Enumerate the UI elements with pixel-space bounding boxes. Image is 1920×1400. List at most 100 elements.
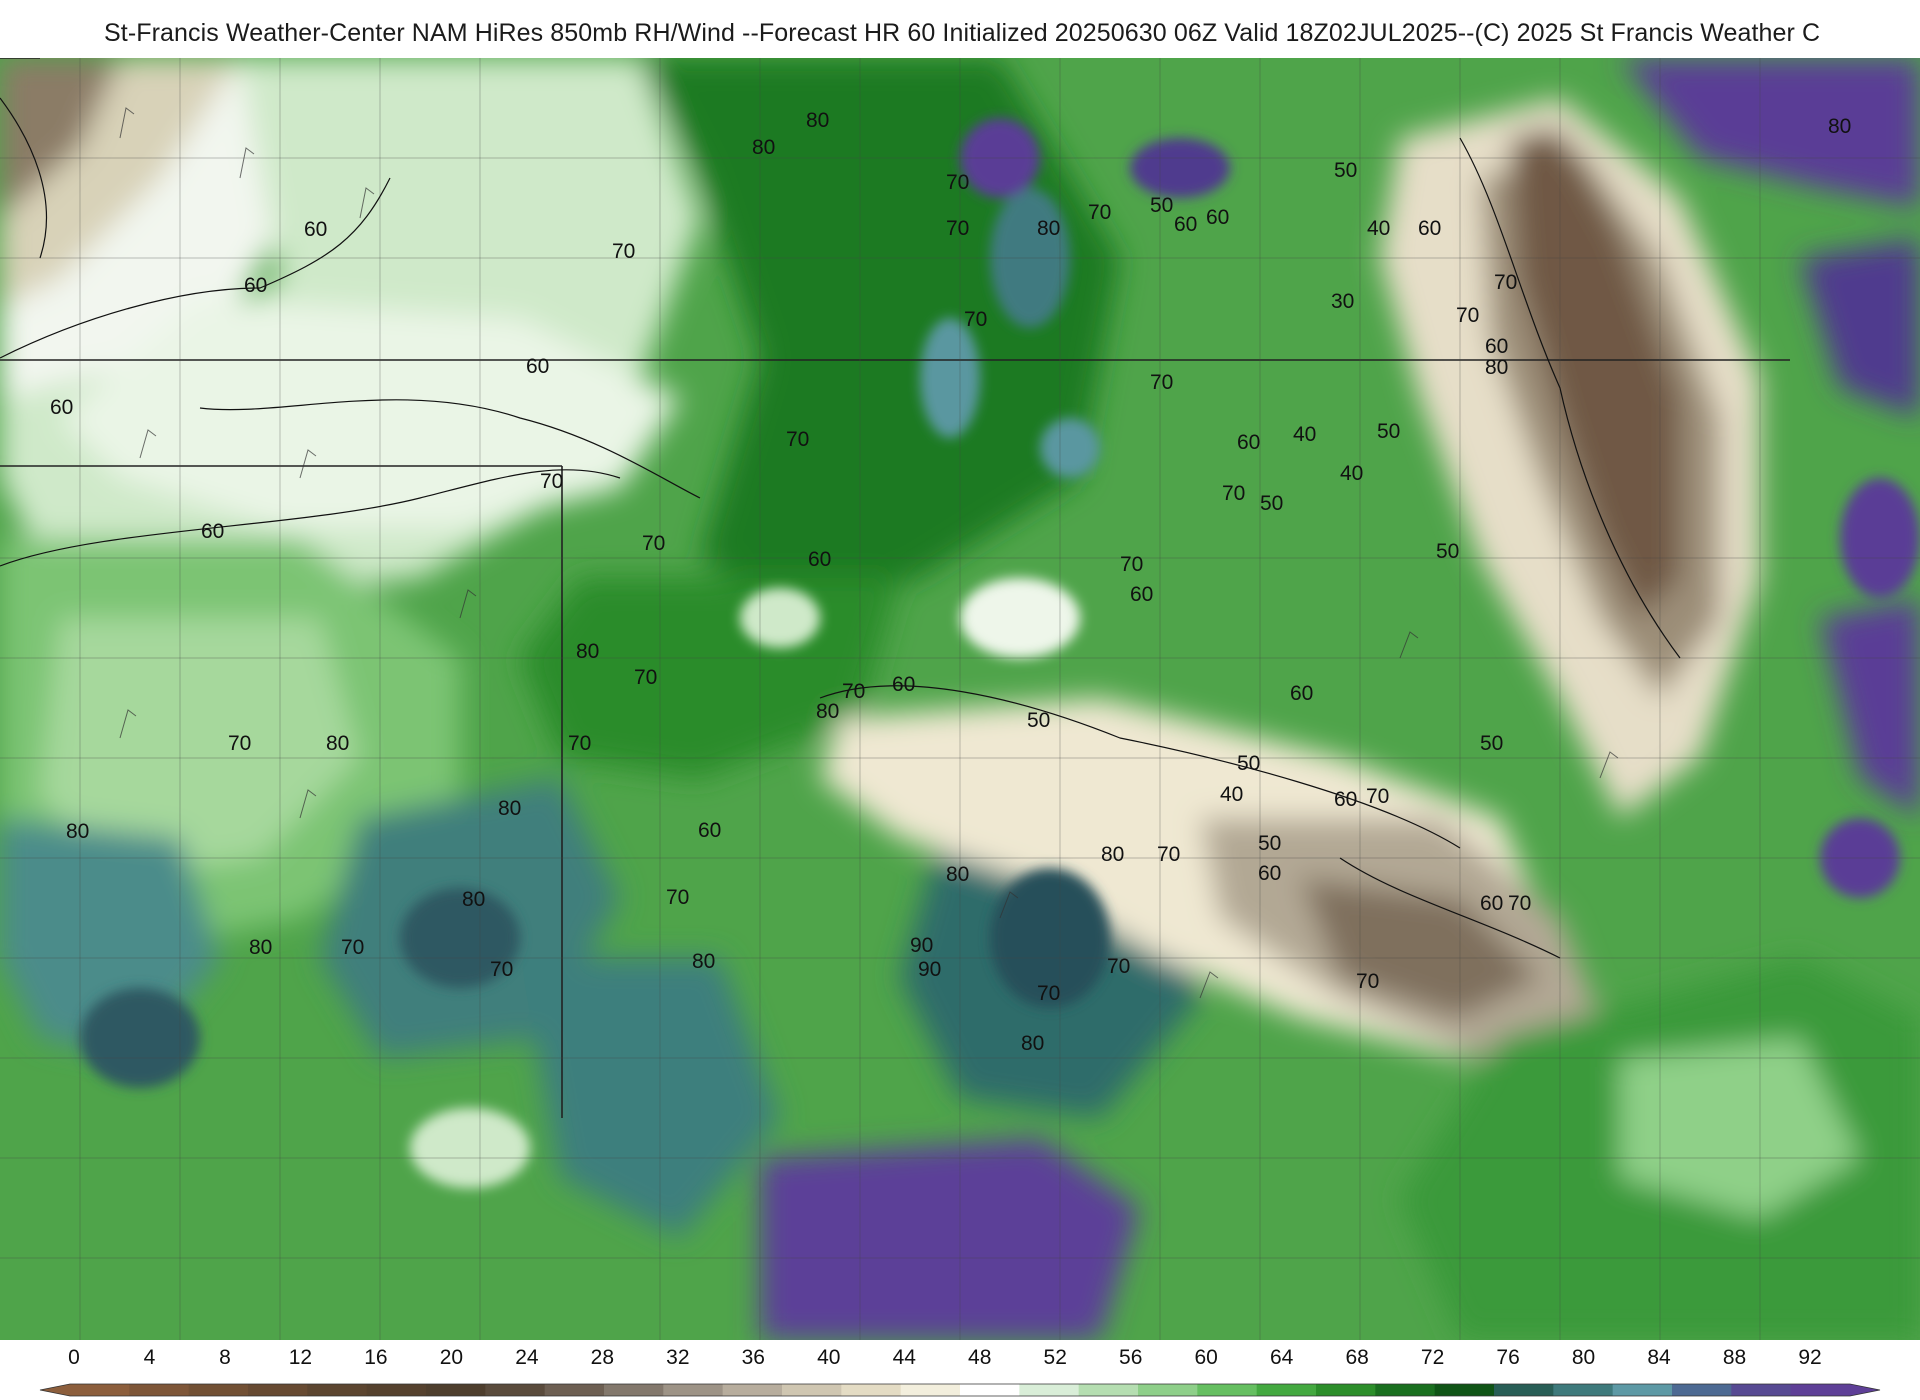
contour-label: 60 [1485,335,1508,358]
legend-tick-label: 56 [1119,1346,1142,1369]
contour-label: 70 [946,217,969,240]
map-canvas: 60 60 60 60 70 80 80 70 70 70 80 50 60 6… [0,58,1920,1340]
contour-label: 70 [842,680,865,703]
contour-label: 70 [1088,201,1111,224]
humidity-detail [80,118,1920,1188]
legend-swatch [1316,1384,1376,1396]
legend-swatch [722,1384,783,1396]
legend-tick-label: 24 [515,1346,539,1369]
contour-label: 70 [1356,970,1379,993]
legend-tick-label: 52 [1044,1346,1067,1369]
contour-label: 70 [1366,785,1389,808]
legend-swatch [366,1384,427,1396]
contour-label: 60 [201,520,224,543]
contour-label: 60 [1206,206,1229,229]
contour-label: 40 [1220,783,1243,806]
legend-tick-label: 72 [1421,1346,1444,1369]
legend-tick-label: 20 [440,1346,463,1369]
contour-label: 80 [462,888,485,911]
contour-label: 70 [666,886,689,909]
contour-label: 50 [1237,752,1260,775]
county-lines [0,58,1920,1340]
contour-label: 50 [1480,732,1503,755]
contour-label: 50 [1150,194,1173,217]
contour-label: 60 [698,819,721,842]
contour-label: 70 [1107,955,1130,978]
legend-swatch [1553,1384,1614,1396]
contour-label: 70 [341,936,364,959]
contour-label: 70 [786,428,809,451]
legend-swatch [1078,1384,1139,1396]
contour-label: 80 [498,797,521,820]
legend-swatch [1494,1384,1554,1396]
legend-tick-label: 16 [364,1346,387,1369]
legend-tick-label: 36 [742,1346,765,1369]
legend-swatch [1256,1384,1317,1396]
legend-swatch [1731,1384,1792,1396]
legend-swatch [960,1384,1020,1396]
contour-label: 70 [1120,553,1143,576]
contour-label: 70 [634,666,657,689]
legend-swatch [70,1384,130,1396]
legend-swatch [1612,1384,1673,1396]
legend-tick-label: 28 [591,1346,614,1369]
contour-label: 80 [1101,843,1124,866]
legend-tick-label: 60 [1194,1346,1217,1369]
legend-canvas: 0 4 8 12 16 20 24 28 32 36 40 44 48 52 56 60 64 68 72 76 80 8… [39,1346,1881,1397]
legend-swatch [1790,1384,1851,1396]
legend-swatch [841,1384,902,1396]
contour-label: 60 [808,548,831,571]
contour-label: 70 [1157,843,1180,866]
legend-tick-label: 44 [893,1346,917,1369]
legend-swatch [1375,1384,1436,1396]
legend-swatch [544,1384,605,1396]
contour-label: 60 [1130,583,1153,606]
legend-tick-label: 68 [1345,1346,1368,1369]
legend-arrow-low [40,1384,70,1396]
contour-label: 70 [1222,482,1245,505]
contour-label: 50 [1377,420,1400,443]
legend-swatch [663,1384,724,1396]
contour-label: 50 [1334,159,1357,182]
contour-label: 70 [1494,271,1517,294]
contour-label: 80 [692,950,715,973]
contour-labels: 60 60 60 60 70 80 80 70 70 70 80 50 60 6… [50,109,1851,1055]
contour-label: 80 [1037,217,1060,240]
contour-label: 40 [1340,462,1363,485]
legend-swatch [1434,1384,1495,1396]
contour-label: 70 [228,732,251,755]
contour-label: 60 [50,396,73,419]
legend-swatch [900,1384,961,1396]
contour-label: 80 [66,820,89,843]
contour-label: 40 [1293,423,1316,446]
contour-label: 60 [1290,682,1313,705]
contour-label: 50 [1436,540,1459,563]
contour-label: 80 [946,863,969,886]
contour-label: 60 [1480,892,1503,915]
contour-label: 60 [526,355,549,378]
legend-tick-label: 64 [1270,1346,1294,1369]
contour-label: 80 [1021,1032,1044,1055]
contour-label: 50 [1258,832,1281,855]
legend-swatch [188,1384,249,1396]
legend-swatch [1672,1384,1732,1396]
map-title: St-Francis Weather-Center NAM HiRes 850m… [104,19,1821,47]
contour-label: 80 [1485,356,1508,379]
contour-label: 40 [1367,217,1390,240]
legend-swatch [426,1384,486,1396]
legend-swatch [129,1384,190,1396]
legend-tick-label: 76 [1496,1346,1519,1369]
contour-label: 60 [1334,788,1357,811]
contour-label: 30 [1331,290,1354,313]
color-scale-legend: 0 4 8 12 16 20 24 28 32 36 40 44 48 52 56 60 64 68 72 76 80 8… [0,1340,1920,1400]
legend-arrow-high [1850,1384,1880,1396]
contour-label: 80 [1828,115,1851,138]
contour-label: 80 [576,640,599,663]
wind-barbs [119,107,1619,999]
rh-contours [0,97,1681,959]
contour-label: 80 [816,700,839,723]
state-boundaries [0,58,1790,1118]
humidity-shading [0,58,1920,1340]
contour-label: 70 [1456,304,1479,327]
